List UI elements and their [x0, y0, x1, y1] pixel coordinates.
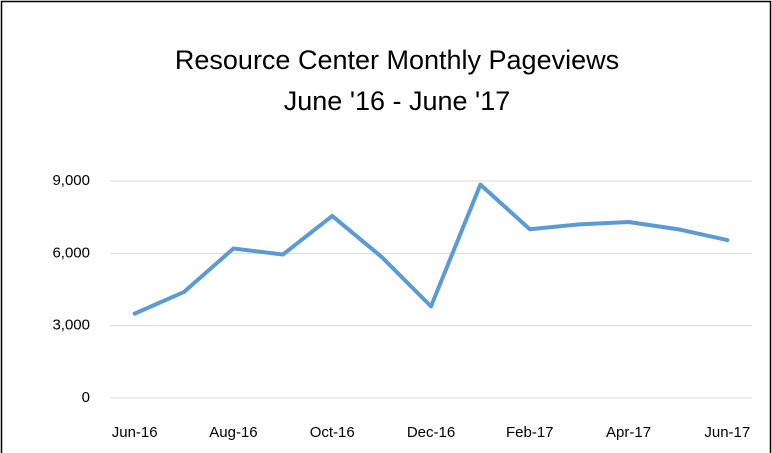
x-tick-label: Apr-17: [606, 424, 651, 441]
chart-subtitle: June '16 - June '17: [284, 86, 510, 116]
series-line: [132, 182, 730, 316]
x-tick-label: Dec-16: [407, 424, 455, 441]
y-tick-label: 6,000: [52, 244, 90, 261]
y-tick-label: 0: [82, 389, 90, 406]
x-tick-label: Oct-16: [310, 424, 355, 441]
x-tick-label: Feb-17: [506, 424, 554, 441]
x-tick-label: Jun-17: [704, 424, 750, 441]
y-tick-label: 9,000: [52, 172, 90, 189]
chart-title: Resource Center Monthly Pageviews: [175, 45, 619, 75]
x-tick-label: Aug-16: [209, 424, 257, 441]
x-tick-label: Jun-16: [112, 424, 158, 441]
y-tick-label: 3,000: [52, 317, 90, 334]
